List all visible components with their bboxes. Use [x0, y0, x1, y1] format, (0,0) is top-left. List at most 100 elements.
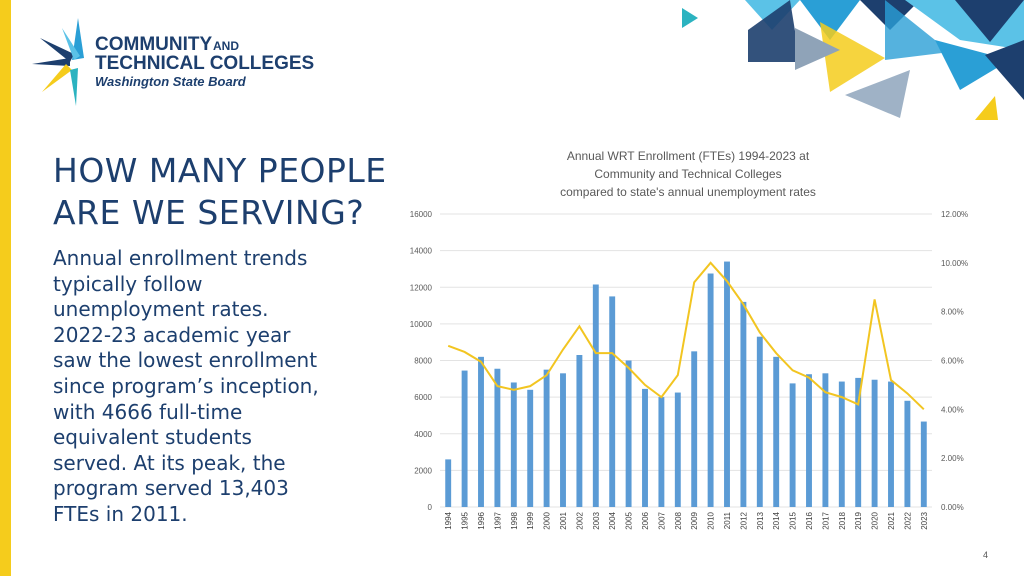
- bar: [724, 261, 730, 507]
- x-tick-label: 2014: [772, 511, 781, 529]
- heading: HOW MANY PEOPLE ARE WE SERVING?: [53, 150, 387, 234]
- bar: [674, 392, 681, 507]
- chart-title: Community and Technical Colleges: [594, 167, 781, 181]
- y-tick-label: 2000: [414, 466, 432, 475]
- y-tick-label: 12000: [410, 283, 433, 292]
- bar: [510, 382, 517, 507]
- x-tick-label: 2018: [838, 511, 847, 529]
- bar: [461, 370, 468, 507]
- bar: [855, 377, 862, 507]
- y2-tick-label: 4.00%: [941, 405, 964, 414]
- body-line: typically follow: [53, 271, 203, 296]
- body-line: served. At its peak, the: [53, 450, 286, 475]
- x-tick-label: 2005: [625, 511, 634, 529]
- x-tick-label: 2008: [674, 511, 683, 529]
- heading-line: ARE WE SERVING?: [53, 193, 365, 232]
- x-tick-label: 2007: [657, 511, 666, 529]
- y2-tick-label: 10.00%: [941, 259, 968, 268]
- x-tick-label: 1995: [461, 511, 470, 529]
- bar: [494, 368, 501, 507]
- logo-text: Washington State Board: [95, 74, 247, 89]
- bar: [740, 301, 747, 507]
- y-tick-label: 4000: [414, 430, 432, 439]
- bar: [560, 373, 566, 507]
- bar: [822, 373, 829, 507]
- y2-tick-label: 6.00%: [941, 357, 964, 366]
- x-tick-label: 2023: [920, 511, 929, 529]
- x-tick-label: 2021: [887, 511, 896, 529]
- x-tick-label: 2000: [543, 511, 552, 529]
- x-tick-label: 1999: [526, 511, 535, 529]
- logo-text: AND: [213, 39, 239, 53]
- bar: [888, 381, 894, 507]
- bar: [871, 379, 878, 507]
- bar: [707, 273, 714, 507]
- line: [447, 261, 925, 411]
- body-line: program served 13,403: [53, 476, 289, 501]
- x-tick-label: 1997: [493, 511, 502, 529]
- logo-text: COMMUNITY: [95, 34, 212, 55]
- decoration: [682, 0, 1024, 120]
- body-line: saw the lowest enrollment: [53, 348, 318, 373]
- bar: [592, 284, 599, 507]
- x-tick-label: 2017: [821, 511, 830, 529]
- bar: [773, 356, 780, 507]
- x-tick-label: 2004: [608, 511, 617, 529]
- y2-tick-label: 0.00%: [941, 503, 964, 512]
- body-text: Annual enrollment trends typically follow…: [53, 246, 319, 528]
- x-tick-label: 2013: [756, 511, 765, 529]
- bar: [642, 388, 648, 507]
- x-tick-label: 2016: [805, 511, 814, 529]
- body-line: since program’s inception,: [53, 373, 319, 398]
- x-tick-label: 2019: [854, 511, 863, 529]
- y-tick-label: 14000: [410, 247, 433, 256]
- y2-tick-label: 2.00%: [941, 454, 964, 463]
- x-tick-label: 2010: [707, 511, 716, 529]
- bar: [658, 397, 665, 507]
- y2-tick-label: 8.00%: [941, 308, 964, 317]
- y-tick-label: 6000: [414, 393, 432, 402]
- body-line: FTEs in 2011.: [53, 501, 188, 526]
- x-tick-label: 1994: [444, 511, 453, 529]
- logo-text: TECHNICAL COLLEGES: [95, 53, 314, 74]
- body-line: Annual enrollment trends: [53, 246, 308, 270]
- bar: [806, 374, 812, 507]
- bar: [576, 355, 583, 507]
- x-tick-label: 2009: [690, 511, 699, 529]
- x-tick-label: 1998: [510, 511, 519, 529]
- y-tick-label: 0: [428, 503, 433, 512]
- y-tick-label: 16000: [410, 210, 433, 219]
- x-tick-label: 2006: [641, 511, 650, 529]
- x-tick-label: 2002: [575, 511, 584, 529]
- heading-line: HOW MANY PEOPLE: [53, 151, 387, 190]
- body-line: equivalent students: [53, 425, 252, 450]
- x-tick-label: 2012: [739, 511, 748, 529]
- side-bar: [0, 0, 11, 576]
- bar: [789, 383, 796, 507]
- x-tick-label: 2003: [592, 511, 601, 529]
- logo-mark: [32, 18, 84, 106]
- x-tick-label: 1996: [477, 511, 486, 529]
- bar: [904, 400, 911, 507]
- body-line: with 4666 full-time: [53, 399, 243, 424]
- chart: Annual WRT Enrollment (FTEs) 1994-2023 a…: [410, 149, 968, 530]
- body-line: unemployment rates.: [53, 297, 269, 322]
- bar: [543, 369, 550, 507]
- page-number: 4: [983, 550, 988, 560]
- bar: [625, 360, 632, 507]
- chart-title: compared to state's annual unemployment …: [560, 185, 816, 199]
- chart-title: Annual WRT Enrollment (FTEs) 1994-2023 a…: [567, 149, 810, 163]
- y-tick-label: 10000: [410, 320, 433, 329]
- bar: [527, 389, 534, 507]
- bar: [920, 421, 927, 507]
- body-line: 2022-23 academic year: [53, 322, 291, 347]
- y2-tick-label: 12.00%: [941, 210, 968, 219]
- x-tick-label: 2020: [871, 511, 880, 529]
- y-tick-label: 8000: [414, 357, 432, 366]
- bar: [609, 296, 616, 507]
- x-tick-label: 2022: [903, 511, 912, 529]
- x-tick-label: 2015: [789, 511, 798, 529]
- bar: [445, 459, 452, 507]
